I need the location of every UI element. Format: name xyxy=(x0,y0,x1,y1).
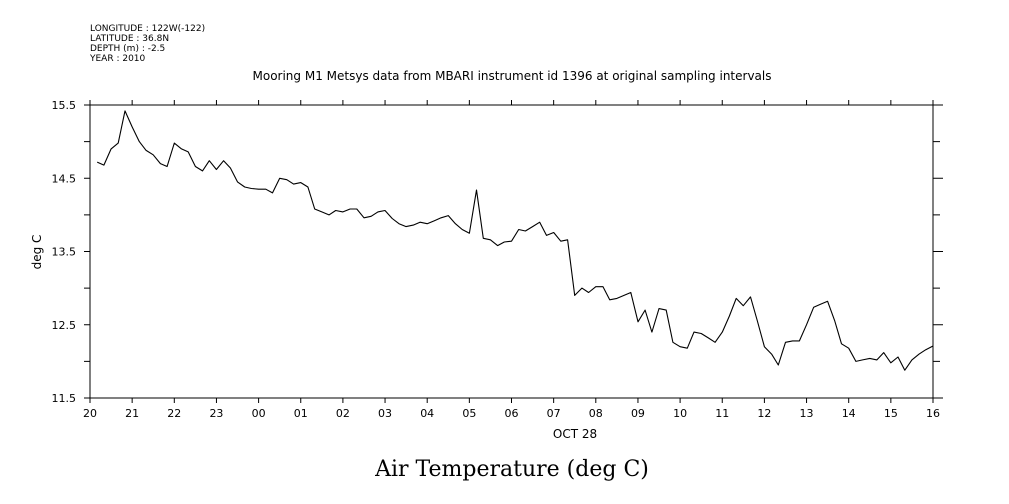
variable-caption: Air Temperature (deg C) xyxy=(374,457,649,482)
x-tick-label: 04 xyxy=(420,407,434,420)
y-axis-label: deg C xyxy=(30,235,44,270)
series-group xyxy=(96,110,934,371)
y-tick-label: 13.5 xyxy=(52,246,77,259)
x-tick-label: 12 xyxy=(757,407,771,420)
y-tick-label: 11.5 xyxy=(52,392,77,405)
y-tick-label: 15.5 xyxy=(52,99,77,112)
y-tick-label: 12.5 xyxy=(52,319,77,332)
mooring-metadata: LONGITUDE : 122W(-122) LATITUDE : 36.8N … xyxy=(89,24,205,64)
x-tick-label: 16 xyxy=(926,407,940,420)
x-tick-label: 14 xyxy=(842,407,856,420)
chart-title: Mooring M1 Metsys data from MBARI instru… xyxy=(253,69,772,83)
x-tick-label: 21 xyxy=(125,407,139,420)
x-tick-label: 20 xyxy=(83,407,97,420)
x-tick-label: 11 xyxy=(715,407,729,420)
plot-frame xyxy=(89,104,934,399)
x-axis-label: OCT 28 xyxy=(553,427,597,441)
x-tick-label: 10 xyxy=(673,407,687,420)
meta-year: YEAR : 2010 xyxy=(89,54,146,64)
meta-depth: DEPTH (m) : -2.5 xyxy=(90,44,165,54)
x-tick-label: 23 xyxy=(209,407,223,420)
x-tick-label: 22 xyxy=(167,407,181,420)
x-tick-label: 01 xyxy=(294,407,308,420)
x-tick-label: 08 xyxy=(589,407,603,420)
meta-longitude: LONGITUDE : 122W(-122) xyxy=(90,24,205,34)
meta-latitude: LATITUDE : 36.8N xyxy=(90,34,169,44)
y-tick-label: 14.5 xyxy=(52,172,77,185)
x-tick-label: 00 xyxy=(252,407,266,420)
x-tick-label: 02 xyxy=(336,407,350,420)
series-line xyxy=(96,110,934,371)
y-axis: 11.5 12.5 13.5 14.5 15.5 xyxy=(52,99,943,405)
x-tick-label: 06 xyxy=(505,407,519,420)
x-tick-label: 03 xyxy=(378,407,392,420)
x-axis: 20 21 22 23 00 01 02 03 04 05 06 07 08 09 10 11 12 13 14 15… xyxy=(83,100,940,420)
x-tick-label: 13 xyxy=(800,407,814,420)
x-tick-label: 09 xyxy=(631,407,645,420)
x-tick-label: 05 xyxy=(462,407,476,420)
x-tick-label: 07 xyxy=(547,407,561,420)
x-tick-label: 15 xyxy=(884,407,898,420)
